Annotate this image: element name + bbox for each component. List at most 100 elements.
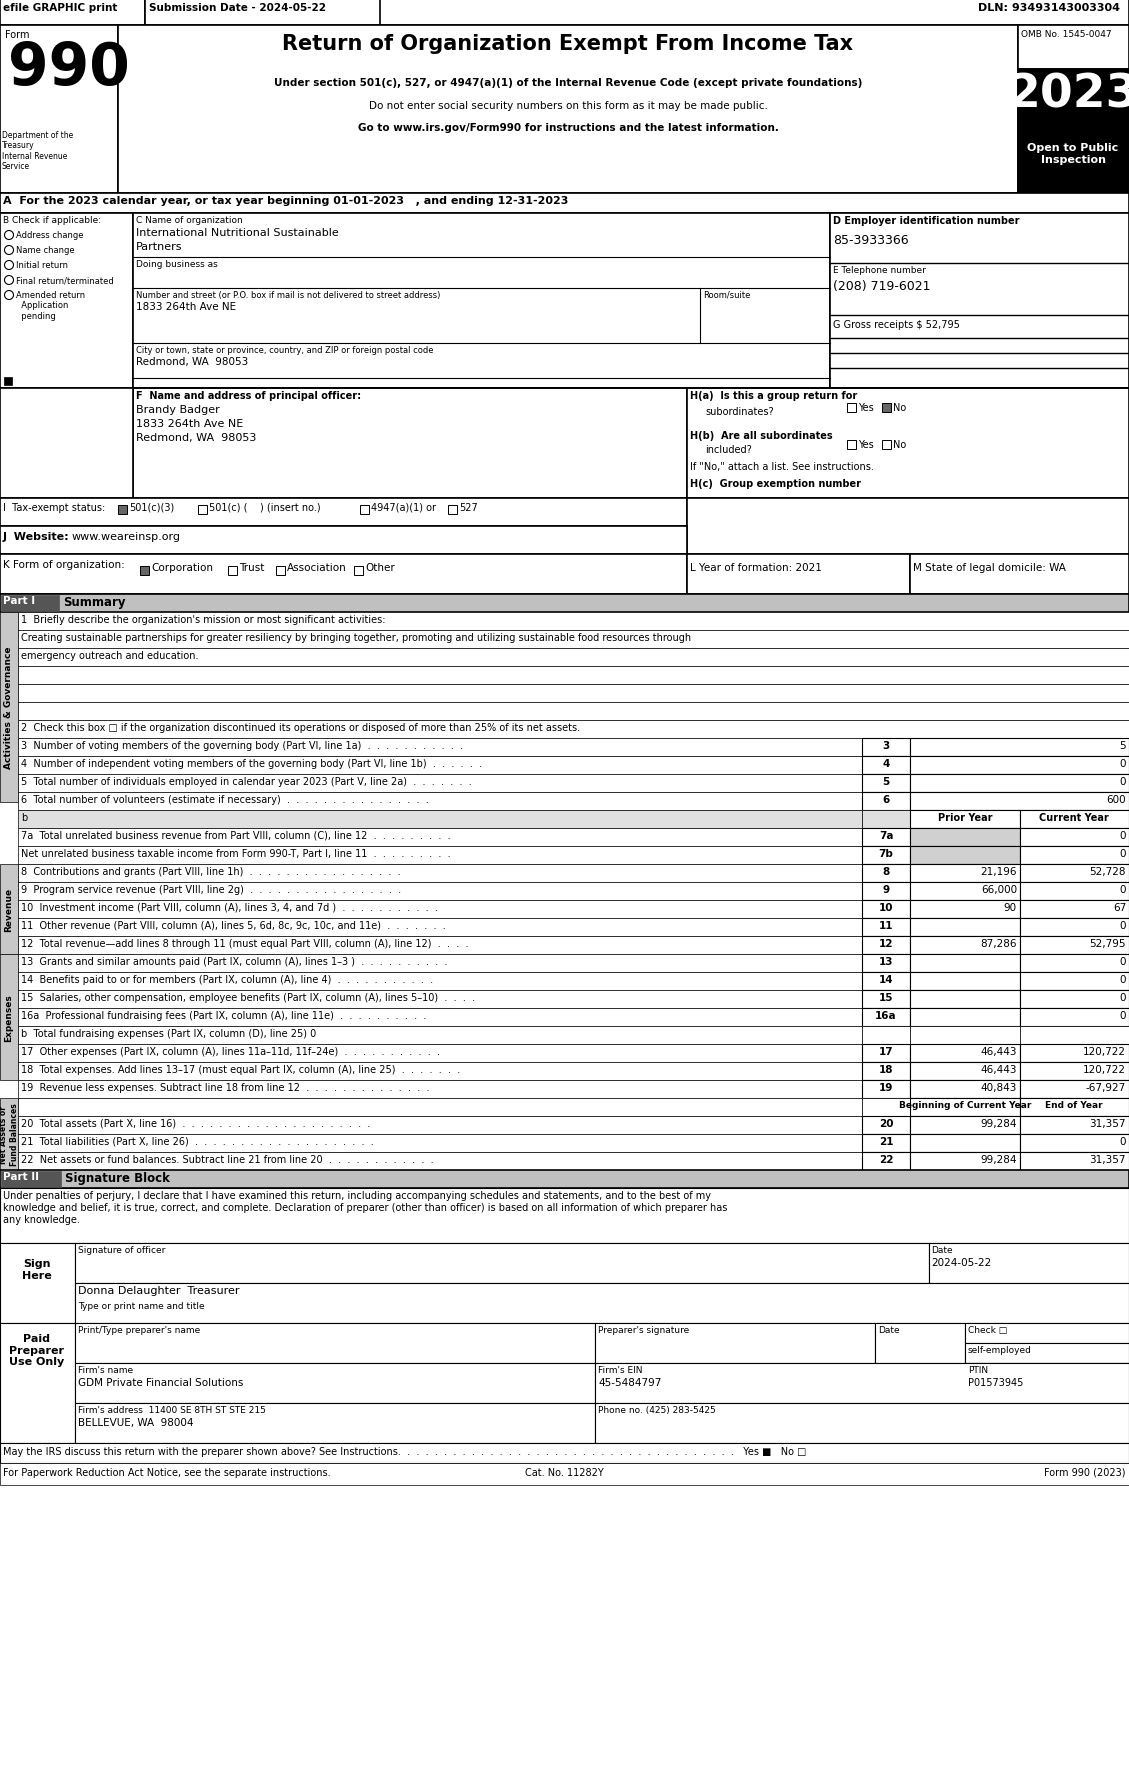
Bar (0, 955, 18, 1080)
Bar (688, 554, 910, 595)
Text: Creating sustainable partnerships for greater resiliency by bringing together, p: Creating sustainable partnerships for gr… (21, 633, 691, 643)
Bar (0, 0, 145, 27)
Bar (0, 214, 133, 388)
Bar (18, 757, 863, 775)
Bar (198, 506, 207, 515)
Bar (75, 1402, 595, 1443)
Text: Under section 501(c), 527, or 4947(a)(1) of the Internal Revenue Code (except pr: Under section 501(c), 527, or 4947(a)(1)… (274, 78, 863, 87)
Bar (688, 499, 1129, 554)
Text: I  Tax-exempt status:: I Tax-exempt status: (3, 503, 105, 513)
Text: 6  Total number of volunteers (estimate if necessary)  .  .  .  .  .  .  .  .  .: 6 Total number of volunteers (estimate i… (21, 795, 429, 804)
Text: Room/suite: Room/suite (703, 290, 751, 299)
Bar (18, 720, 1129, 738)
Text: 13: 13 (878, 957, 893, 966)
Text: A  For the 2023 calendar year, or tax year beginning 01-01-2023   , and ending 1: A For the 2023 calendar year, or tax yea… (3, 196, 568, 207)
Text: 120,722: 120,722 (1083, 1046, 1126, 1057)
Text: J  Website:: J Website: (3, 531, 70, 542)
Bar (847, 440, 856, 449)
Text: For Paperwork Reduction Act Notice, see the separate instructions.: For Paperwork Reduction Act Notice, see … (3, 1467, 331, 1477)
Text: 52,728: 52,728 (1089, 866, 1126, 877)
Text: Association: Association (287, 563, 347, 572)
Bar (0, 1189, 1129, 1244)
Bar (882, 440, 891, 449)
Bar (0, 1443, 1129, 1463)
Text: b: b (21, 813, 27, 823)
Bar (0, 595, 1129, 613)
Bar (0, 1244, 75, 1324)
Text: Firm's address  11400 SE 8TH ST STE 215: Firm's address 11400 SE 8TH ST STE 215 (78, 1406, 265, 1415)
Bar (910, 864, 1019, 882)
Text: Number and street (or P.O. box if mail is not delivered to street address): Number and street (or P.O. box if mail i… (135, 290, 440, 299)
Bar (1, 595, 59, 611)
Bar (910, 955, 1019, 973)
Text: knowledge and belief, it is true, correct, and complete. Declaration of preparer: knowledge and belief, it is true, correc… (3, 1203, 727, 1212)
Bar (18, 666, 1129, 684)
Text: Beginning of Current Year: Beginning of Current Year (899, 1099, 1031, 1110)
Text: 1833 264th Ave NE: 1833 264th Ave NE (135, 419, 243, 429)
Text: Firm's EIN: Firm's EIN (598, 1365, 642, 1374)
Text: 9: 9 (883, 884, 890, 895)
Bar (75, 1324, 595, 1363)
Text: 2023: 2023 (1007, 71, 1129, 118)
Text: Yes: Yes (858, 403, 874, 413)
Bar (1019, 900, 1129, 918)
Text: Current Year: Current Year (1039, 813, 1109, 823)
Text: 20  Total assets (Part X, line 16)  .  .  .  .  .  .  .  .  .  .  .  .  .  .  . : 20 Total assets (Part X, line 16) . . . … (21, 1119, 370, 1128)
Text: International Nutritional Sustainable: International Nutritional Sustainable (135, 228, 339, 237)
Bar (0, 1324, 75, 1443)
Bar (910, 793, 1129, 811)
Bar (910, 738, 1129, 757)
Bar (929, 1244, 1129, 1283)
Text: Date: Date (931, 1246, 953, 1255)
Bar (1019, 1153, 1129, 1171)
Text: Open to Public
Inspection: Open to Public Inspection (1027, 143, 1119, 164)
Bar (882, 405, 891, 413)
Bar (863, 738, 910, 757)
Bar (228, 567, 237, 576)
Bar (360, 506, 369, 515)
Text: Return of Organization Exempt From Income Tax: Return of Organization Exempt From Incom… (282, 34, 854, 53)
Text: 5  Total number of individuals employed in calendar year 2023 (Part V, line 2a) : 5 Total number of individuals employed i… (21, 777, 472, 786)
Bar (18, 1098, 863, 1116)
Bar (0, 1463, 1129, 1484)
Bar (18, 1062, 863, 1080)
Bar (1019, 864, 1129, 882)
Text: 15  Salaries, other compensation, employee benefits (Part IX, column (A), lines : 15 Salaries, other compensation, employe… (21, 993, 475, 1003)
Bar (863, 829, 910, 846)
Bar (18, 1135, 863, 1153)
Text: Doing business as: Doing business as (135, 260, 218, 269)
Bar (1019, 918, 1129, 937)
Bar (140, 567, 149, 576)
Text: H(b)  Are all subordinates: H(b) Are all subordinates (690, 431, 832, 440)
Text: Trust: Trust (239, 563, 264, 572)
Bar (18, 1044, 863, 1062)
Text: Phone no. (425) 283-5425: Phone no. (425) 283-5425 (598, 1406, 716, 1415)
Bar (1019, 1080, 1129, 1098)
Text: Redmond, WA  98053: Redmond, WA 98053 (135, 356, 248, 367)
Bar (18, 864, 863, 882)
Bar (18, 613, 1129, 631)
Bar (965, 1324, 1129, 1344)
Text: Corporation: Corporation (151, 563, 213, 572)
Text: self-employed: self-employed (968, 1345, 1032, 1354)
Text: Submission Date - 2024-05-22: Submission Date - 2024-05-22 (149, 4, 326, 12)
Text: BELLEVUE, WA  98004: BELLEVUE, WA 98004 (78, 1417, 193, 1427)
Bar (1018, 137, 1129, 194)
Text: Signature Block: Signature Block (65, 1171, 169, 1185)
Text: 18  Total expenses. Add lines 13–17 (must equal Part IX, column (A), line 25)  .: 18 Total expenses. Add lines 13–17 (must… (21, 1064, 461, 1075)
Bar (18, 1153, 863, 1171)
Bar (595, 1402, 1129, 1443)
Text: 40,843: 40,843 (981, 1082, 1017, 1092)
Text: 99,284: 99,284 (980, 1119, 1017, 1128)
Text: Form: Form (5, 30, 29, 39)
Bar (863, 1009, 910, 1026)
Text: Form 990 (2023): Form 990 (2023) (1044, 1467, 1126, 1477)
Text: Yes: Yes (858, 440, 874, 449)
Bar (1, 1171, 61, 1187)
Text: Redmond, WA  98053: Redmond, WA 98053 (135, 433, 256, 442)
Bar (863, 1153, 910, 1171)
Bar (595, 1363, 1129, 1402)
Text: 0: 0 (1120, 884, 1126, 895)
Text: D Employer identification number: D Employer identification number (833, 216, 1019, 226)
Text: 46,443: 46,443 (980, 1064, 1017, 1075)
